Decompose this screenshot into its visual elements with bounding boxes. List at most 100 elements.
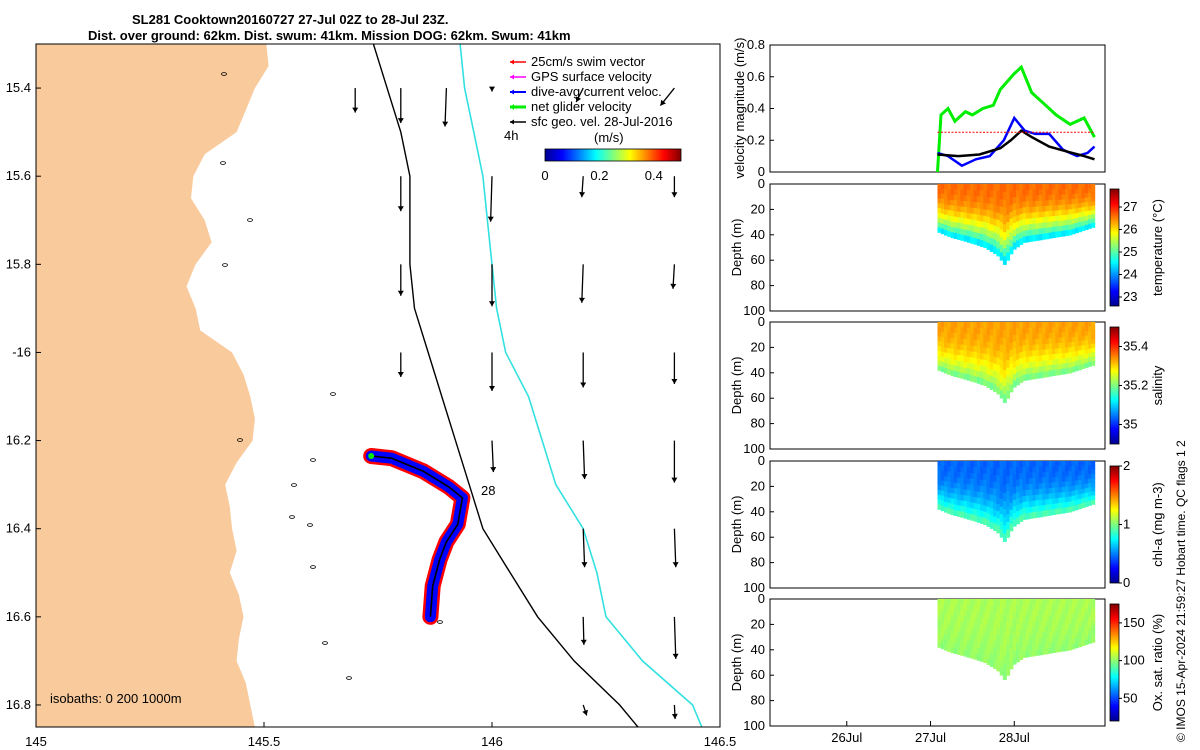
profile-cell	[944, 619, 948, 626]
profile-cell	[1055, 226, 1060, 233]
profile-cell	[1019, 515, 1024, 522]
profile-cell	[1081, 631, 1086, 637]
profile-cell	[957, 327, 961, 334]
profile-cell	[1022, 490, 1027, 497]
profile-cell	[1042, 494, 1047, 501]
profile-cell	[1025, 224, 1030, 231]
profile-cell	[1019, 328, 1024, 335]
profile-cell	[1061, 630, 1066, 636]
profile-cell	[953, 222, 958, 229]
profile-cell	[986, 380, 991, 388]
profile-cell	[1052, 210, 1056, 217]
reef-island-8	[322, 641, 328, 645]
profile-cell	[1068, 466, 1073, 472]
profile-cell	[1012, 229, 1017, 237]
profile-cell	[976, 617, 981, 625]
profile-cell	[963, 373, 968, 380]
profile-cell	[983, 624, 988, 632]
profile-cell	[996, 329, 1001, 337]
profile-cell	[1088, 638, 1092, 644]
profile-cell	[1088, 335, 1092, 341]
profile-cell	[1042, 637, 1047, 644]
profile-cell	[1019, 370, 1024, 377]
profile-cell	[953, 338, 958, 345]
profile-cell	[1065, 363, 1069, 369]
profile-cell	[983, 518, 988, 525]
profile-cell	[989, 521, 994, 529]
profile-cell	[1029, 218, 1033, 225]
map-frame	[35, 43, 721, 728]
profile-cell	[1012, 474, 1017, 482]
profile-cell	[1009, 349, 1014, 358]
profile-cell	[1055, 210, 1060, 217]
profile-cell	[980, 461, 984, 468]
profile-cell	[1035, 217, 1040, 224]
profile-cell	[940, 466, 945, 472]
profile-cell	[1045, 620, 1050, 627]
profile-cell	[1091, 360, 1096, 366]
profile-cell	[1081, 479, 1086, 485]
speed-colorbar-tick-label: 0.4	[645, 168, 663, 183]
profile-cell	[1029, 604, 1033, 611]
profile-cell	[960, 184, 965, 191]
profile-cell	[976, 611, 981, 618]
profile-cell	[957, 643, 961, 650]
profile-cell	[960, 511, 965, 518]
profile-cell	[953, 371, 958, 377]
profile-cell	[960, 350, 965, 357]
profile-cell	[960, 333, 965, 340]
profile-cell	[1068, 367, 1073, 374]
profile-cell	[963, 344, 968, 352]
profile-cell	[1022, 599, 1027, 606]
profile-cell	[1074, 208, 1079, 214]
profile-cell	[1032, 195, 1037, 202]
profile-cell	[1009, 239, 1014, 248]
profile-cell	[989, 501, 994, 509]
profile-cell	[966, 362, 971, 369]
profile-cell	[944, 194, 948, 200]
profile-cell	[1012, 361, 1017, 369]
legend-gps-surface-arrowhead	[510, 74, 514, 80]
profile-cell	[1029, 339, 1033, 346]
profile-cell	[937, 632, 942, 639]
profile-cell	[1032, 466, 1037, 473]
profile-cell	[1025, 218, 1030, 226]
profile-cell	[1078, 212, 1083, 218]
profile-cell	[1058, 225, 1063, 232]
profile-cell	[1084, 461, 1089, 467]
profile-cell	[1025, 230, 1030, 237]
profile-cell	[1084, 220, 1089, 226]
profile-cell	[1032, 235, 1037, 242]
profile-cell	[1048, 471, 1053, 478]
profile-cell	[1061, 204, 1066, 211]
profile-cell	[986, 223, 991, 231]
profile-cell	[980, 473, 984, 481]
profile-cell	[970, 231, 975, 238]
copyright-note: © IMOS 15-Apr-2024 21:59:27 Hobart time.…	[1174, 440, 1188, 742]
profile-cell	[1052, 194, 1056, 201]
profile-cell	[980, 617, 984, 625]
profile-cell	[1081, 331, 1086, 337]
profile-cell	[1032, 483, 1037, 490]
profile-cell	[1025, 345, 1030, 352]
profile-cell	[1071, 643, 1076, 650]
profile-cell	[1006, 468, 1011, 477]
profile-cell	[1068, 347, 1073, 354]
profile-cell	[1065, 352, 1069, 359]
profile-cell	[1091, 201, 1096, 207]
profile-cell	[1019, 352, 1024, 359]
profile-cell	[1035, 322, 1040, 329]
profile-cell	[1061, 492, 1066, 498]
profile-cell	[937, 608, 942, 615]
reef-island-11	[330, 392, 336, 396]
profile-cell	[1091, 347, 1096, 353]
profile-cell	[1058, 358, 1063, 365]
profile-cell	[953, 200, 958, 207]
profile-cell	[944, 327, 948, 333]
profile-cell	[960, 229, 965, 236]
profile-cell	[950, 509, 955, 516]
profile-cell	[1002, 346, 1007, 355]
profile-cell	[1081, 197, 1086, 204]
profile-colorbar	[1109, 465, 1120, 584]
profile-cell	[1002, 615, 1007, 624]
